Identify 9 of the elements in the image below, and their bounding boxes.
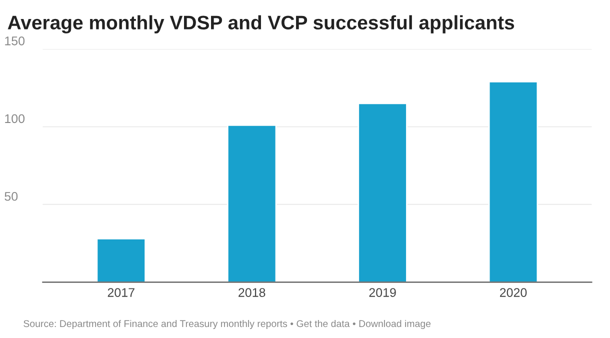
y-tick-label: 50 [4, 192, 18, 201]
y-tick-label: 100 [5, 114, 25, 124]
x-tick-label: 2019 [369, 288, 396, 297]
x-tick-label: 2020 [500, 288, 527, 297]
x-tick-label: 2017 [108, 288, 134, 297]
x-tick-label: 2018 [238, 288, 266, 297]
chart-title: Average monthly VDSP and VCP successful applicants [8, 15, 514, 34]
source-note: Source: Department of Finance and Treasury monthly reports • Get the data • Download image [24, 320, 431, 330]
y-tick-label: 150 [5, 36, 25, 46]
